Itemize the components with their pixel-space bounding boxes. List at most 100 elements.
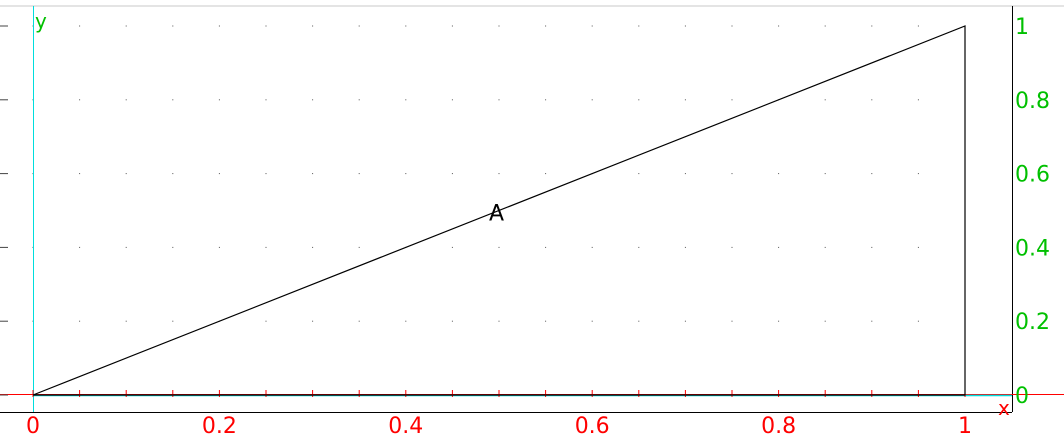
- grid-dot: [125, 320, 127, 322]
- grid-dot: [917, 173, 919, 175]
- grid-dot: [79, 246, 81, 248]
- grid-dot: [358, 246, 360, 248]
- x-tick-label: 0: [26, 414, 40, 439]
- grid-dot: [638, 25, 640, 27]
- ticks: 0 0.2 0.4 0.6 0.8 1 0 0.2 0.4 0.6 0.8 1: [0, 15, 1050, 439]
- grid-dot: [684, 320, 686, 322]
- grid-dot: [731, 173, 733, 175]
- grid-dot: [638, 246, 640, 248]
- grid-dot: [498, 246, 500, 248]
- grid-dot: [358, 25, 360, 27]
- grid-dot: [172, 25, 174, 27]
- grid-dot: [591, 246, 593, 248]
- grid-dot: [498, 99, 500, 101]
- grid-dot: [265, 99, 267, 101]
- grid-dot: [451, 320, 453, 322]
- grid-dot: [451, 173, 453, 175]
- grid-dot: [265, 246, 267, 248]
- grid-dot: [917, 25, 919, 27]
- x-tick-label: 0.2: [202, 414, 237, 439]
- grid-dot: [218, 99, 220, 101]
- series-group: [32, 25, 966, 396]
- grid-dot: [405, 320, 407, 322]
- grid-dot: [451, 25, 453, 27]
- grid-dot: [731, 99, 733, 101]
- grid-dot: [824, 99, 826, 101]
- grid-dot: [312, 25, 314, 27]
- x-tick-label: 1: [958, 414, 972, 439]
- grid-dot: [265, 173, 267, 175]
- grid-dot: [358, 320, 360, 322]
- grid-dot: [917, 320, 919, 322]
- y-tick-label: 0: [1015, 384, 1029, 409]
- grid-dot: [824, 320, 826, 322]
- grid-dot: [824, 173, 826, 175]
- grid-dot: [312, 320, 314, 322]
- y-tick-label: 0.6: [1015, 163, 1050, 188]
- y-tick-label: 0.2: [1015, 310, 1050, 335]
- grid-dot: [684, 246, 686, 248]
- grid-dot: [218, 25, 220, 27]
- grid-dot: [638, 173, 640, 175]
- grid-dot: [79, 25, 81, 27]
- grid-dot: [684, 99, 686, 101]
- grid-dot: [871, 25, 873, 27]
- grid-dot: [545, 246, 547, 248]
- grid-dot: [684, 25, 686, 27]
- grid-dot: [498, 25, 500, 27]
- triangle-curve: [32, 25, 966, 396]
- grid-dot: [917, 99, 919, 101]
- grid-dot: [824, 246, 826, 248]
- grid-dot: [591, 25, 593, 27]
- grid-dot: [79, 320, 81, 322]
- grid-dot: [358, 99, 360, 101]
- grid-dot: [312, 99, 314, 101]
- grid-dot: [218, 246, 220, 248]
- grid-dot: [451, 99, 453, 101]
- grid-dot: [172, 173, 174, 175]
- grid-dot: [778, 25, 780, 27]
- grid-dot: [731, 246, 733, 248]
- grid-dot: [265, 320, 267, 322]
- grid-dot: [731, 320, 733, 322]
- x-axis-name: x: [998, 396, 1010, 420]
- grid-dot: [312, 246, 314, 248]
- point-label-a: A: [489, 202, 504, 227]
- grid-dot: [451, 246, 453, 248]
- grid-dot: [731, 25, 733, 27]
- grid-dot: [591, 99, 593, 101]
- y-tick-label: 1: [1015, 15, 1029, 40]
- grid-dot: [591, 320, 593, 322]
- grid-dot: [218, 173, 220, 175]
- grid-dot: [405, 25, 407, 27]
- grid-dot: [778, 246, 780, 248]
- x-tick-label: 0.6: [575, 414, 610, 439]
- grid-dot: [405, 173, 407, 175]
- grid-dot: [172, 246, 174, 248]
- x-tick-label: 0.8: [761, 414, 796, 439]
- grid-dot: [545, 173, 547, 175]
- grid-dot: [125, 99, 127, 101]
- grid-dot: [172, 320, 174, 322]
- grid-dot: [638, 99, 640, 101]
- grid-dot: [684, 173, 686, 175]
- grid-dot: [871, 99, 873, 101]
- y-axis-name: y: [35, 9, 47, 33]
- grid-dot: [871, 173, 873, 175]
- grid-dot: [265, 25, 267, 27]
- grid-dot: [917, 246, 919, 248]
- grid-dot: [778, 173, 780, 175]
- grid-dot: [125, 25, 127, 27]
- grid-dot: [125, 173, 127, 175]
- grid-dot: [545, 25, 547, 27]
- grid-dot: [638, 320, 640, 322]
- grid-dot: [545, 99, 547, 101]
- y-tick-label: 0.4: [1015, 236, 1050, 261]
- grid-dot: [824, 25, 826, 27]
- grid-dot: [871, 246, 873, 248]
- y-tick-label: 0.8: [1015, 89, 1050, 114]
- grid-dot: [358, 173, 360, 175]
- grid-dot: [172, 99, 174, 101]
